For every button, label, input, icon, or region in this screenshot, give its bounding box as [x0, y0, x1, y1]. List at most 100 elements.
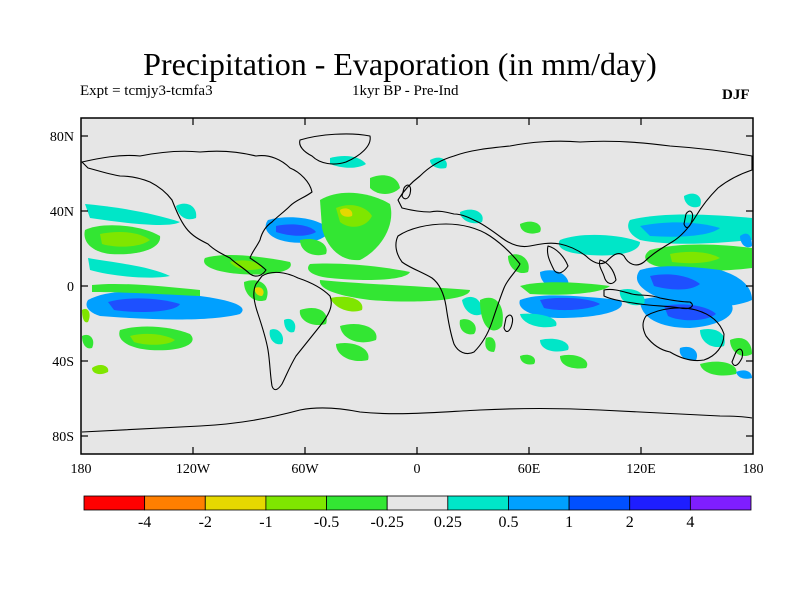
anomaly-patch	[176, 203, 197, 220]
coastline-india	[546, 245, 569, 274]
colorbar-swatch	[326, 495, 388, 511]
colorbar-swatch	[386, 495, 449, 511]
colorbar-swatch	[508, 495, 570, 511]
anomaly-patch	[92, 283, 200, 296]
colorbar-swatch	[144, 495, 206, 511]
anomaly-patch	[85, 204, 180, 225]
anomaly-patch	[82, 308, 90, 323]
anomaly-patch	[520, 282, 610, 295]
colorbar-labels: -4 -2 -1 -0.5 -0.25 0.25 0.5 1 2 4	[138, 514, 694, 531]
coastline-australia	[642, 307, 725, 362]
colorbar-swatch	[689, 495, 752, 511]
colorbar-label: 2	[626, 514, 634, 531]
longitude-axis	[192, 118, 642, 454]
coastline-north-america	[81, 150, 313, 277]
anomaly-patch	[340, 323, 377, 343]
coastline-greenland	[299, 133, 371, 165]
colorbar-label: -2	[199, 514, 212, 531]
colorbar-label: -1	[259, 514, 272, 531]
experiment-label: Expt = tcmjy3-tcmfa3	[80, 83, 213, 99]
coastline-se-asia	[598, 259, 617, 285]
lon-tick-label: 60W	[291, 462, 319, 477]
latitude-axis	[81, 135, 753, 437]
lat-tick-label: 40S	[52, 355, 74, 370]
coastline-eurasia	[397, 140, 753, 266]
coastline-japan	[683, 210, 694, 229]
anomaly-patch	[462, 296, 483, 316]
anomaly-patch	[736, 370, 752, 379]
coastline-africa	[395, 223, 521, 355]
coastline-indonesia	[603, 288, 693, 310]
anomaly-patch	[82, 334, 94, 349]
anomaly-patch	[679, 346, 698, 361]
colorbar-swatch	[447, 495, 509, 511]
anomaly-patch	[284, 318, 296, 333]
coastlines	[81, 133, 753, 433]
anomaly-patch	[299, 307, 327, 326]
anomaly-patch	[558, 234, 640, 256]
coastline-uk	[401, 184, 412, 200]
anomaly-patch	[540, 297, 600, 311]
anomaly-patch	[300, 238, 327, 256]
lat-tick-label: 80S	[52, 430, 74, 445]
colorbar-label: -4	[138, 514, 151, 531]
coastline-antarctica	[81, 407, 753, 433]
chart-title: Precipitation - Evaporation (in mm/day)	[143, 46, 657, 82]
anomaly-patch	[230, 260, 262, 270]
colorbar-label: -0.5	[314, 514, 339, 531]
anomaly-patch	[308, 263, 410, 280]
anomaly-patch	[459, 319, 476, 335]
anomaly-patch	[370, 175, 400, 194]
colorbar-swatch	[568, 495, 631, 511]
anomaly-patch	[460, 209, 483, 224]
anomaly-patch	[640, 222, 720, 237]
anomaly-patch	[700, 361, 737, 376]
anomaly-patch	[276, 224, 316, 236]
anomaly-patch	[254, 287, 264, 296]
lat-tick-label: 80N	[50, 130, 74, 145]
lat-tick-label: 0	[67, 280, 74, 295]
colorbar-swatch	[265, 495, 327, 511]
coastline-new-zealand	[731, 348, 744, 367]
anomaly-patch	[269, 329, 284, 345]
colorbar-swatch	[83, 495, 146, 511]
anomaly-patch	[540, 338, 569, 352]
colorbar-swatch	[204, 495, 267, 511]
anomaly-patch	[670, 251, 720, 264]
anomaly-patch	[700, 328, 725, 348]
coastline-south-america	[253, 271, 332, 391]
colorbar-label: 0.5	[498, 514, 518, 531]
lat-tick-label: 40N	[50, 205, 74, 220]
anomaly-field	[82, 156, 752, 379]
anomaly-patch	[330, 156, 366, 168]
anomaly-patch	[650, 274, 700, 290]
anomaly-patch	[508, 254, 529, 274]
anomaly-patch	[684, 193, 701, 208]
anomaly-patch	[520, 221, 541, 234]
anomaly-patch	[560, 354, 588, 369]
anomaly-patch	[92, 365, 109, 375]
colorbar	[83, 495, 752, 511]
anomaly-patch	[330, 296, 363, 312]
coastline-madagascar	[503, 314, 514, 333]
colorbar-swatch	[629, 495, 691, 511]
period-label: 1kyr BP - Pre-Ind	[352, 83, 459, 99]
lon-tick-label: 120E	[626, 462, 656, 477]
colorbar-label: -0.25	[371, 514, 404, 531]
season-label: DJF	[722, 87, 750, 103]
anomaly-patch	[740, 233, 752, 248]
colorbar-label: 4	[686, 514, 694, 531]
anomaly-patch	[88, 258, 170, 278]
lon-tick-label: 60E	[518, 462, 541, 477]
anomaly-patch	[108, 298, 180, 312]
lon-tick-label: 120W	[176, 462, 211, 477]
anomaly-patch	[520, 313, 557, 328]
anomaly-patch	[100, 232, 150, 247]
anomaly-patch	[340, 208, 353, 217]
anomaly-patch	[520, 354, 536, 365]
lon-tick-label: 180	[71, 462, 92, 477]
anomaly-patch	[336, 342, 369, 362]
anomaly-patch	[619, 288, 645, 306]
lon-tick-label: 0	[414, 462, 421, 477]
